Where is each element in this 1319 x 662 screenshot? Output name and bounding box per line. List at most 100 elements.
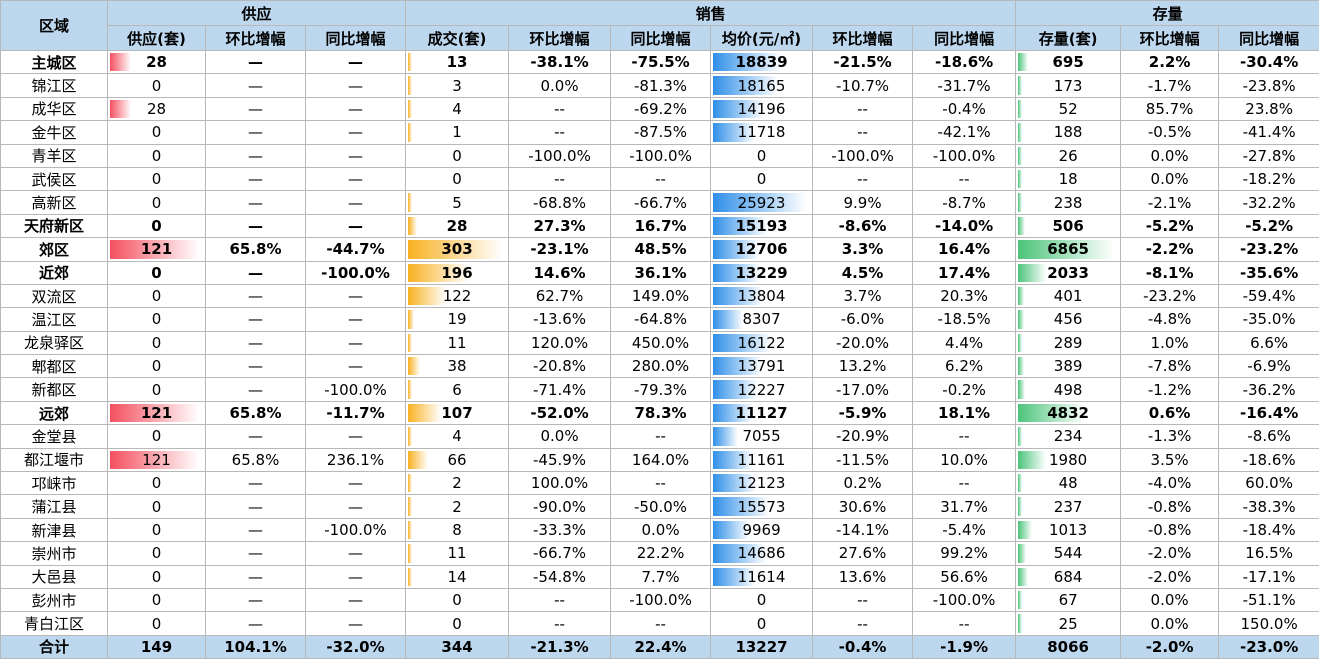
- cell-text: 6865: [1047, 240, 1089, 259]
- table-cell: 0: [107, 143, 206, 168]
- cell-text: —: [348, 53, 364, 72]
- cell-text: 16122: [737, 333, 786, 352]
- cell-text: 164.0%: [631, 450, 690, 469]
- table-cell: 27.3%: [508, 213, 612, 239]
- table-cell: 65.8%: [205, 237, 306, 262]
- cell-text: —: [348, 99, 364, 118]
- cell-text: 4832: [1047, 404, 1089, 423]
- cell-text: -16.4%: [1239, 404, 1299, 423]
- cell-text: -4.8%: [1147, 310, 1192, 329]
- table-cell: 65.8%: [205, 400, 306, 426]
- table-cell: 149: [107, 634, 206, 660]
- table-cell: -2.0%: [1120, 564, 1220, 589]
- table-cell: 0: [107, 517, 206, 543]
- column-header: 同比增幅: [304, 25, 407, 51]
- table-cell: 4.4%: [912, 330, 1017, 356]
- cell-text: —: [248, 287, 263, 306]
- cell-text: 121: [140, 404, 173, 423]
- cell-text: 62.7%: [535, 287, 584, 306]
- table-cell: -8.6%: [812, 213, 914, 239]
- cell-text: 0: [151, 567, 162, 586]
- cell-text: -6.0%: [840, 310, 885, 329]
- cell-text: 彭州市: [31, 591, 77, 610]
- data-bar: [713, 474, 757, 493]
- cell-text: 8: [452, 521, 462, 539]
- table-cell: 13.6%: [812, 564, 914, 589]
- table-cell: 28: [107, 49, 206, 75]
- table-cell: —: [205, 471, 306, 496]
- table-cell: --: [508, 120, 612, 145]
- table-cell: --: [508, 611, 612, 636]
- cell-text: —: [348, 123, 364, 142]
- table-cell: 85.7%: [1120, 96, 1220, 122]
- cell-text: 18165: [737, 76, 786, 95]
- table-cell: 48.5%: [610, 237, 712, 262]
- table-cell: —: [304, 143, 407, 168]
- cell-text: 22.2%: [636, 544, 685, 563]
- cell-text: 389: [1053, 357, 1083, 376]
- data-bar: [408, 567, 413, 586]
- table-cell: 4: [405, 96, 510, 122]
- table-cell: 12227: [710, 377, 814, 402]
- table-cell: -4.0%: [1120, 471, 1220, 496]
- table-cell: 16.5%: [1218, 541, 1319, 566]
- column-header: 存量(套): [1015, 25, 1122, 51]
- data-bar: [713, 310, 743, 329]
- cell-text: 郫都区: [31, 357, 77, 376]
- cell-text: 0: [151, 170, 162, 189]
- table-cell: —: [304, 354, 407, 379]
- table-cell: 237: [1015, 494, 1122, 519]
- cell-text: 成华区: [31, 100, 77, 119]
- table-cell: 62.7%: [508, 283, 612, 309]
- cell-text: -4.0%: [1147, 474, 1192, 493]
- table-cell: 6.2%: [912, 354, 1017, 379]
- data-bar: [713, 263, 761, 282]
- table-cell: —: [205, 120, 306, 145]
- cell-text: 0.6%: [1148, 404, 1191, 423]
- cell-text: --: [958, 614, 970, 633]
- cell-text: -31.7%: [937, 76, 991, 95]
- table-cell: 0: [405, 611, 510, 636]
- cell-text: —: [348, 310, 364, 329]
- table-row: 龙泉驿区 0 — — 11 120.0% 450.0% 16122 -20.0% 4.4% 289 1…: [0, 330, 1319, 356]
- table-cell: --: [812, 120, 914, 145]
- cell-text: 0.0%: [540, 427, 579, 446]
- cell-text: —: [348, 544, 364, 563]
- cell-text: -66.7%: [532, 544, 587, 563]
- table-cell: —: [205, 377, 306, 402]
- data-bar: [408, 216, 417, 236]
- data-bar: [408, 53, 413, 72]
- cell-text: 67: [1058, 591, 1078, 610]
- table-cell: 7.7%: [610, 564, 712, 589]
- cell-text: -23.0%: [1239, 637, 1299, 656]
- data-bar: [408, 193, 413, 212]
- table-cell: —: [205, 541, 306, 566]
- cell-text: 506: [1052, 216, 1084, 235]
- table-cell: -81.3%: [610, 73, 712, 98]
- cell-text: 65.8%: [229, 240, 282, 259]
- table-cell: 0: [107, 213, 206, 239]
- table-cell: 238: [1015, 190, 1122, 215]
- table-cell: -35.6%: [1218, 260, 1319, 285]
- group-header: 销售: [405, 0, 1017, 26]
- cell-text: 17.4%: [938, 263, 991, 282]
- table-cell: 成华区: [0, 96, 108, 122]
- cell-text: -23.2%: [1143, 287, 1197, 306]
- table-cell: 78.3%: [610, 400, 712, 426]
- table-cell: —: [205, 283, 306, 309]
- cell-text: 锦江区: [31, 77, 77, 96]
- table-cell: 234: [1015, 424, 1122, 449]
- cell-text: —: [248, 427, 263, 446]
- cell-text: -20.9%: [835, 427, 890, 446]
- table-cell: 5: [405, 190, 510, 215]
- cell-text: -35.6%: [1239, 263, 1299, 282]
- table-cell: --: [912, 471, 1017, 496]
- cell-text: 邛崃市: [31, 474, 77, 493]
- table-cell: 188: [1015, 120, 1122, 145]
- table-cell: 金牛区: [0, 120, 108, 145]
- data-bar: [713, 333, 771, 353]
- cell-text: 14686: [737, 544, 786, 563]
- table-cell: 龙泉驿区: [0, 330, 108, 356]
- table-cell: 3.7%: [812, 283, 914, 309]
- cell-text: 237: [1053, 497, 1083, 516]
